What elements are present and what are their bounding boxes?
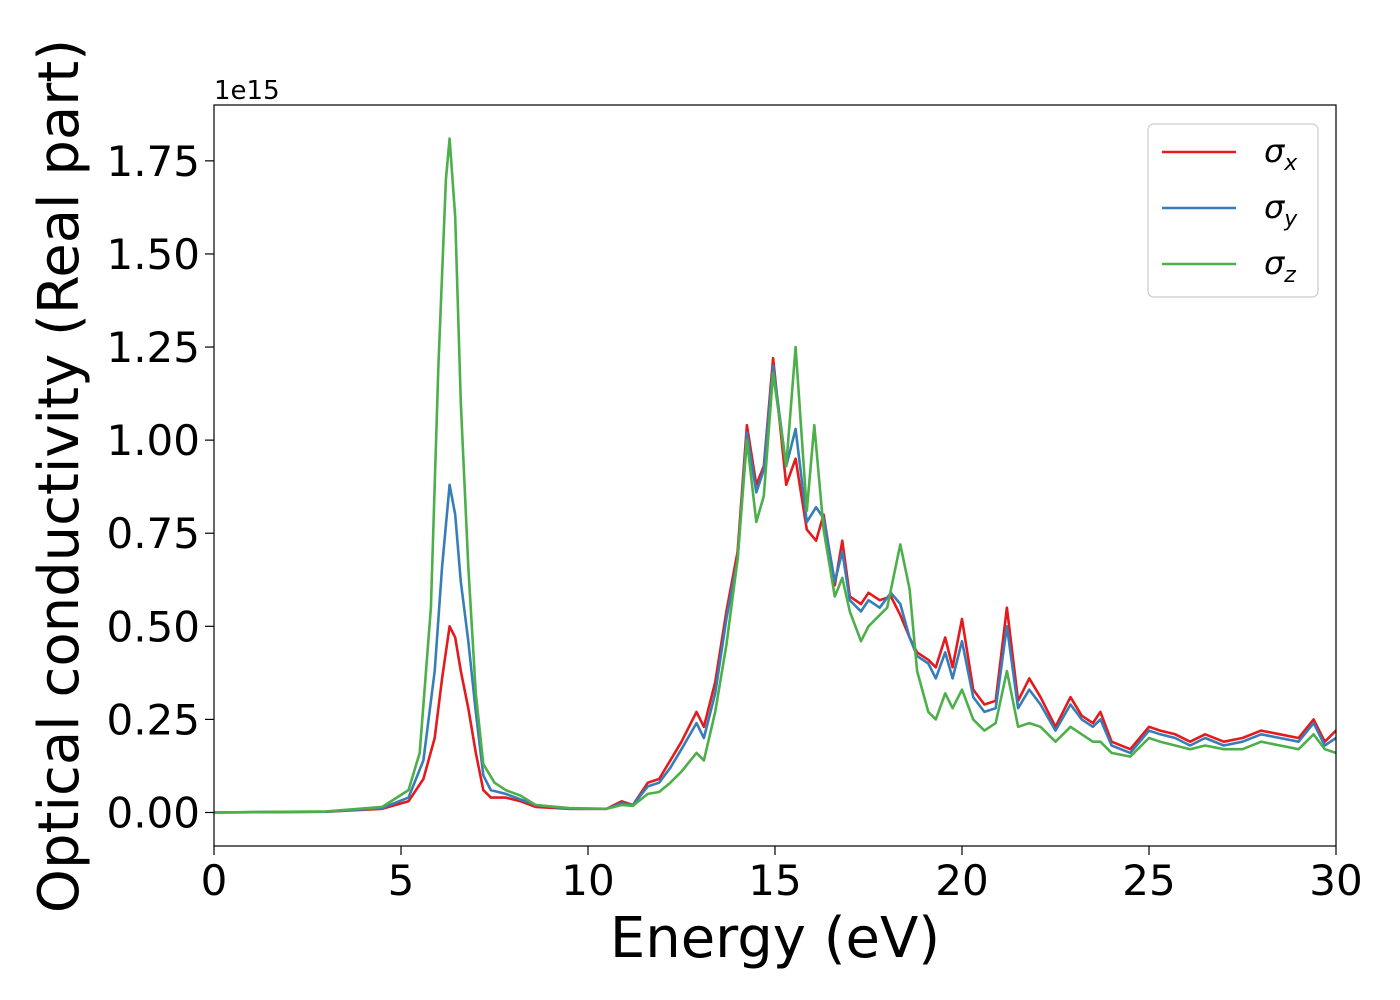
series-line-z (214, 137, 1336, 814)
y-tick-label: 0.50 (106, 602, 200, 651)
y-axis: 0.00 0.25 0.50 0.75 1.00 1.25 1.50 1.75 (106, 137, 214, 837)
legend-label-z: σz (1264, 244, 1296, 288)
x-tick-label: 25 (1122, 856, 1175, 905)
y-tick-label: 1.50 (106, 230, 200, 279)
x-axis-label: Energy (eV) (610, 906, 940, 971)
x-tick-label: 20 (935, 856, 988, 905)
x-tick-label: 10 (561, 856, 614, 905)
series-layer (214, 137, 1336, 814)
legend-label-y: σy (1264, 188, 1298, 232)
y-tick-label: 1.75 (106, 137, 200, 186)
y-tick-label: 0.00 (106, 788, 200, 837)
x-tick-label: 0 (201, 856, 228, 905)
legend: σx σy σz (1147, 123, 1319, 298)
y-tick-label: 0.25 (106, 695, 200, 744)
legend-frame (1147, 123, 1319, 298)
y-tick-label: 1.25 (106, 323, 200, 372)
y-tick-label: 1.00 (106, 416, 200, 465)
x-tick-label: 30 (1309, 856, 1362, 905)
x-axis: 0 5 10 15 20 25 30 (201, 846, 1363, 905)
y-offset-label: 1e15 (214, 76, 280, 106)
y-axis-label: Optical conductivity (Real part) (27, 39, 92, 913)
y-tick-label: 0.75 (106, 509, 200, 558)
series-line-x (214, 356, 1336, 814)
x-tick-label: 15 (748, 856, 801, 905)
series-line-y (214, 364, 1336, 814)
legend-label-x: σx (1264, 132, 1298, 176)
x-tick-label: 5 (388, 856, 415, 905)
